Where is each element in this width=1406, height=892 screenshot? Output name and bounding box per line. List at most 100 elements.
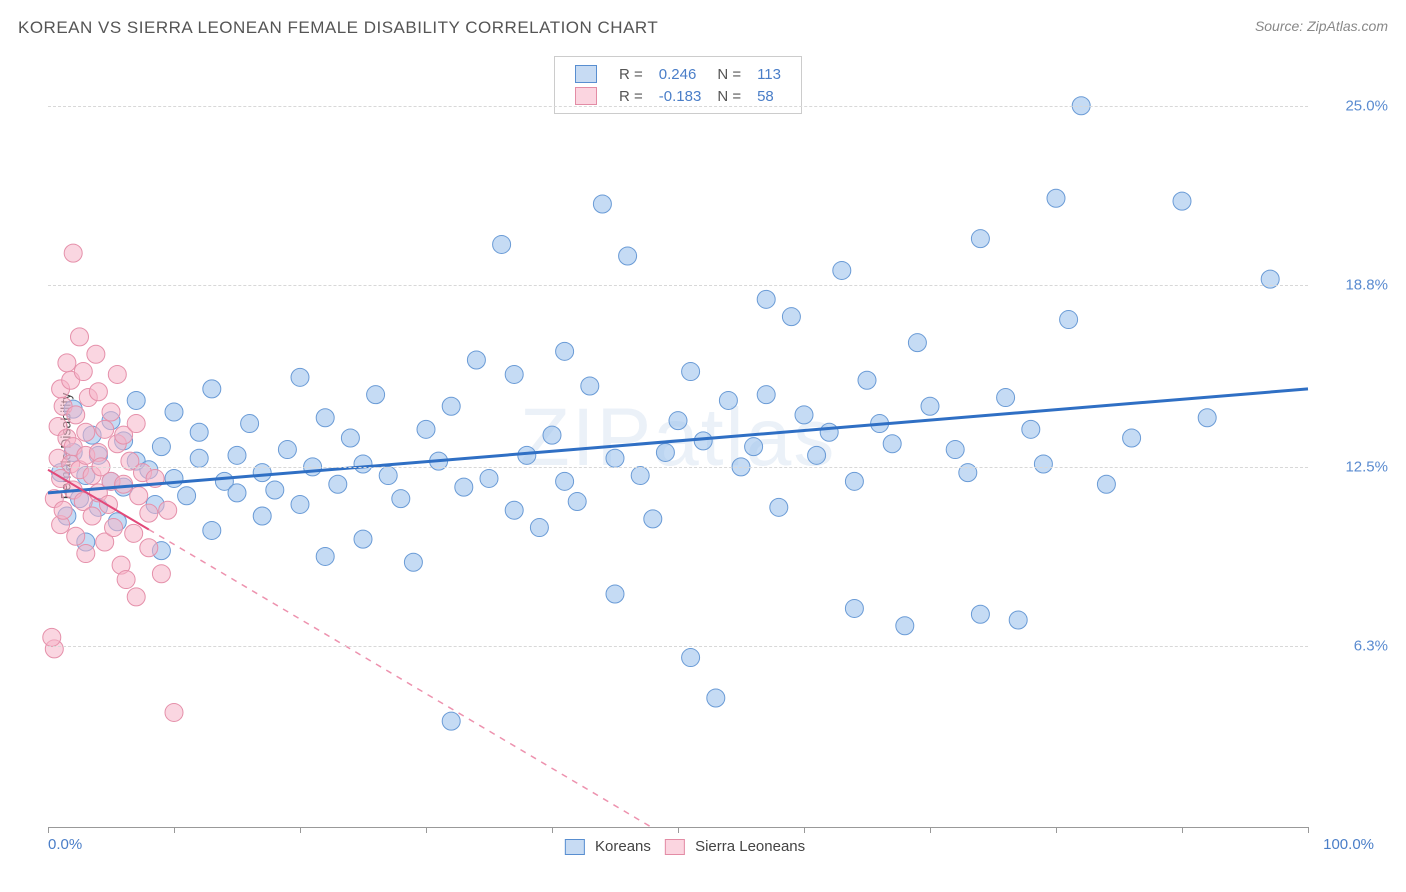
data-point	[291, 495, 309, 513]
data-point	[102, 403, 120, 421]
data-point	[152, 565, 170, 583]
data-point	[165, 703, 183, 721]
data-point	[568, 493, 586, 511]
data-point	[140, 539, 158, 557]
data-point	[631, 467, 649, 485]
legend-swatch	[575, 65, 597, 83]
series-legend: Koreans Sierra Leoneans	[551, 838, 805, 855]
data-point	[127, 415, 145, 433]
data-point	[757, 386, 775, 404]
data-point	[115, 475, 133, 493]
chart-svg	[48, 48, 1308, 827]
legend-swatch	[565, 839, 585, 855]
r-value: -0.183	[651, 85, 710, 107]
data-point	[1123, 429, 1141, 447]
data-point	[392, 490, 410, 508]
y-tick-label: 18.8%	[1318, 276, 1388, 293]
data-point	[278, 441, 296, 459]
data-point	[707, 689, 725, 707]
data-point	[77, 423, 95, 441]
data-point	[96, 420, 114, 438]
data-point	[556, 342, 574, 360]
data-point	[203, 521, 221, 539]
data-point	[442, 397, 460, 415]
data-point	[1047, 189, 1065, 207]
data-point	[1022, 420, 1040, 438]
data-point	[619, 247, 637, 265]
data-point	[1060, 311, 1078, 329]
data-point	[480, 469, 498, 487]
x-tick	[678, 827, 679, 833]
legend-label: Koreans	[591, 838, 651, 855]
x-tick	[426, 827, 427, 833]
data-point	[67, 406, 85, 424]
data-point	[530, 519, 548, 537]
data-point	[921, 397, 939, 415]
data-point	[757, 290, 775, 308]
trend-line-dashed	[149, 529, 653, 828]
source-name: ZipAtlas.com	[1307, 18, 1388, 34]
data-point	[253, 507, 271, 525]
data-point	[896, 617, 914, 635]
trend-line	[48, 389, 1308, 493]
data-point	[467, 351, 485, 369]
data-point	[190, 449, 208, 467]
data-point	[228, 484, 246, 502]
data-point	[543, 426, 561, 444]
data-point	[89, 383, 107, 401]
data-point	[83, 507, 101, 525]
data-point	[682, 649, 700, 667]
data-point	[694, 432, 712, 450]
x-tick	[48, 827, 49, 833]
data-point	[493, 235, 511, 253]
data-point	[165, 403, 183, 421]
n-value: 113	[749, 63, 789, 85]
data-point	[341, 429, 359, 447]
data-point	[455, 478, 473, 496]
data-point	[316, 547, 334, 565]
data-point	[77, 545, 95, 563]
data-point	[845, 472, 863, 490]
data-point	[1173, 192, 1191, 210]
x-tick	[1056, 827, 1057, 833]
data-point	[54, 501, 72, 519]
data-point	[682, 363, 700, 381]
data-point	[367, 386, 385, 404]
data-point	[1097, 475, 1115, 493]
y-tick-label: 12.5%	[1318, 458, 1388, 475]
data-point	[719, 391, 737, 409]
source-attribution: Source: ZipAtlas.com	[1255, 18, 1388, 34]
stats-row: R =0.246N =113	[567, 63, 789, 85]
data-point	[130, 487, 148, 505]
x-tick	[1308, 827, 1309, 833]
gridline	[48, 106, 1308, 107]
legend-label: Sierra Leoneans	[691, 838, 805, 855]
data-point	[74, 363, 92, 381]
data-point	[266, 481, 284, 499]
data-point	[190, 423, 208, 441]
data-point	[379, 467, 397, 485]
data-point	[152, 438, 170, 456]
data-point	[808, 446, 826, 464]
data-point	[442, 712, 460, 730]
y-tick-label: 25.0%	[1318, 97, 1388, 114]
data-point	[241, 415, 259, 433]
data-point	[329, 475, 347, 493]
data-point	[58, 354, 76, 372]
x-tick	[174, 827, 175, 833]
x-tick	[930, 827, 931, 833]
legend-swatch	[665, 839, 685, 855]
x-tick	[300, 827, 301, 833]
x-axis-min-label: 0.0%	[48, 836, 82, 853]
data-point	[108, 365, 126, 383]
data-point	[782, 308, 800, 326]
plot-area: ZIPatlas R =0.246N =113R =-0.183N =58 0.…	[48, 48, 1308, 828]
data-point	[845, 599, 863, 617]
data-point	[795, 406, 813, 424]
data-point	[883, 435, 901, 453]
data-point	[997, 389, 1015, 407]
data-point	[354, 455, 372, 473]
data-point	[505, 365, 523, 383]
data-point	[159, 501, 177, 519]
data-point	[228, 446, 246, 464]
